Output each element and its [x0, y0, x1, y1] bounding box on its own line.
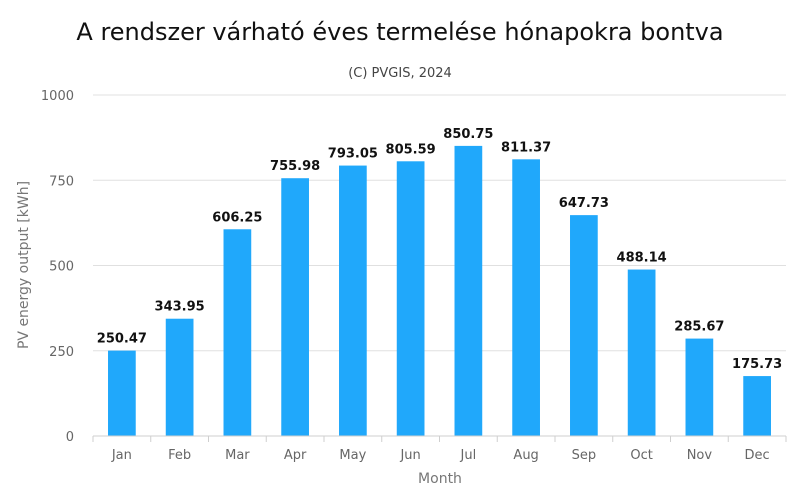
y-tick-label: 750 [49, 174, 74, 189]
bar [570, 215, 598, 436]
x-tick-label: Sep [572, 448, 597, 463]
bar [281, 178, 309, 436]
data-label: 805.59 [386, 142, 436, 157]
chart-subtitle: (C) PVGIS, 2024 [348, 66, 452, 81]
y-axis-ticks: 0 250 500 750 1000 [41, 89, 74, 445]
bar [743, 376, 771, 436]
x-tick-label: Dec [745, 448, 770, 463]
x-tick-label: Nov [687, 448, 713, 463]
data-label: 647.73 [559, 196, 609, 211]
y-axis-title: PV energy output [kWh] [16, 181, 32, 349]
x-tick-label: Jul [460, 448, 477, 463]
data-label: 793.05 [328, 147, 378, 162]
data-label: 488.14 [617, 251, 667, 266]
data-label: 850.75 [443, 127, 493, 142]
chart-title: A rendszer várható éves termelése hónapo… [76, 18, 723, 46]
x-tick-label: Oct [630, 448, 652, 463]
data-label: 755.98 [270, 159, 320, 174]
bar [108, 350, 136, 436]
data-label: 606.25 [212, 210, 262, 225]
data-label: 343.95 [155, 300, 205, 315]
data-labels: 250.47 343.95 606.25 755.98 793.05 805.59 850.… [97, 127, 782, 372]
bar [165, 318, 194, 436]
bars [108, 145, 771, 437]
bar [627, 269, 656, 436]
bar [339, 165, 367, 436]
data-label: 285.67 [674, 320, 724, 335]
bar [512, 159, 540, 437]
y-tick-label: 0 [66, 430, 74, 445]
x-axis-ticks: Jan Feb Mar Apr May Jun Jul Aug Sep Oct Nov Dec [92, 436, 787, 463]
data-label: 811.37 [501, 140, 551, 155]
x-tick-label: Aug [513, 448, 538, 463]
bar [685, 338, 714, 436]
x-axis-title: Month [418, 471, 462, 487]
data-label: 175.73 [732, 357, 782, 372]
gridlines [93, 94, 786, 352]
y-tick-label: 500 [49, 260, 74, 275]
y-tick-label: 250 [49, 345, 74, 360]
bar [454, 145, 483, 436]
x-tick-label: Apr [284, 448, 307, 463]
x-tick-label: Jun [399, 448, 420, 463]
bar [396, 161, 425, 436]
x-tick-label: May [339, 448, 366, 463]
x-tick-label: Jan [111, 448, 132, 463]
bar [223, 229, 252, 436]
y-tick-label: 1000 [41, 89, 74, 104]
data-label: 250.47 [97, 332, 147, 347]
x-tick-label: Feb [168, 448, 191, 463]
x-tick-label: Mar [225, 448, 250, 463]
